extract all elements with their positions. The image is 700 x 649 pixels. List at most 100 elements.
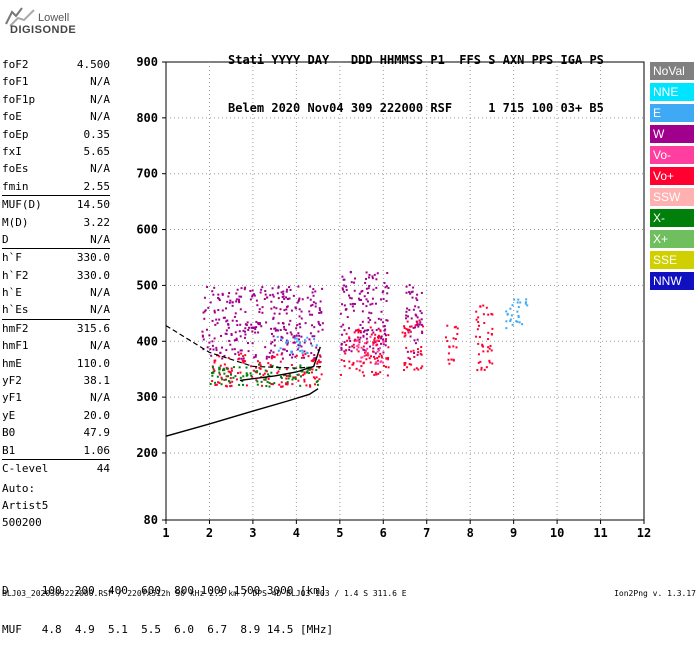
echo-point	[410, 363, 413, 366]
echo-point	[280, 375, 283, 378]
echo-point	[263, 298, 266, 301]
echo-point	[367, 321, 370, 324]
echo-point	[273, 306, 276, 309]
echo-point	[415, 314, 418, 317]
echo-point	[209, 301, 212, 304]
header-value: 2020	[271, 101, 301, 115]
echo-point	[275, 328, 278, 331]
param-label: D	[2, 232, 9, 246]
echo-point	[285, 288, 288, 291]
echo-point	[268, 385, 271, 388]
param-value: 315.6	[76, 321, 110, 335]
echo-point	[320, 311, 323, 314]
echo-point	[318, 307, 321, 310]
param-row: foF2 4.500	[2, 56, 110, 73]
echo-point	[421, 325, 424, 328]
echo-point	[403, 362, 406, 365]
param-row: foEp 0.35	[2, 126, 110, 143]
echo-point	[360, 298, 363, 301]
header-value: 309	[350, 101, 373, 115]
echo-point	[225, 329, 228, 332]
echo-point	[346, 339, 349, 342]
echo-point	[358, 360, 361, 363]
echo-point	[378, 355, 381, 358]
echo-point	[289, 288, 292, 291]
echo-point	[375, 329, 378, 332]
echo-point	[210, 354, 213, 357]
header-label: HHMMSS	[379, 53, 424, 67]
echo-point	[524, 301, 527, 304]
echo-point	[408, 329, 411, 332]
echo-point	[276, 372, 279, 375]
echo-point	[211, 365, 214, 368]
echo-point	[235, 378, 238, 381]
echo-point	[283, 309, 286, 312]
echo-point	[245, 372, 248, 375]
echo-point	[447, 358, 450, 361]
echo-point	[264, 289, 267, 292]
echo-point	[286, 383, 289, 386]
echo-point	[289, 375, 292, 378]
header-label: DDD	[350, 53, 373, 67]
legend-item-noval: NoVal	[650, 62, 694, 80]
param-value: 1.06	[83, 443, 111, 457]
echo-point	[417, 306, 420, 309]
echo-point	[363, 374, 366, 377]
echo-point	[315, 369, 318, 372]
echo-point	[283, 348, 286, 351]
echo-point	[382, 290, 385, 293]
echo-point	[271, 364, 274, 367]
echo-point	[265, 385, 268, 388]
echo-point	[284, 329, 287, 332]
echo-point	[344, 352, 347, 355]
echo-point	[227, 370, 230, 373]
echo-point	[296, 324, 299, 327]
echo-point	[214, 323, 217, 326]
y-tick-label: 400	[136, 334, 158, 348]
echo-point	[249, 372, 252, 375]
echo-point	[306, 371, 309, 374]
echo-point	[299, 384, 302, 387]
echo-point	[359, 360, 362, 363]
header-value: 222000	[379, 101, 424, 115]
echo-point	[257, 323, 260, 326]
header-label: PS	[589, 53, 604, 67]
echo-point	[374, 321, 377, 324]
echo-point	[295, 334, 298, 337]
echo-point	[387, 287, 390, 290]
legend-item-e: E	[650, 104, 694, 122]
plot-frame	[165, 61, 645, 521]
echo-point	[227, 323, 230, 326]
scaled-parameters-panel: foF2 4.500 foF1 N/A foF1p N/A foE N/A foEp 0.35 fx…	[2, 56, 110, 477]
echo-point	[369, 335, 372, 338]
echo-point	[412, 286, 415, 289]
echo-point	[319, 300, 322, 303]
echo-point	[319, 355, 322, 358]
echo-point	[385, 285, 388, 288]
echo-point	[249, 298, 252, 301]
y-tick-label: 800	[136, 111, 158, 125]
echo-point	[379, 342, 382, 345]
echo-point	[382, 321, 385, 324]
echo-point	[272, 351, 275, 354]
echo-point	[516, 310, 519, 313]
echo-point	[515, 320, 518, 323]
echo-point	[403, 325, 406, 328]
echo-point	[348, 367, 351, 370]
echo-point	[417, 325, 420, 328]
echo-point	[379, 361, 382, 364]
echo-point	[297, 299, 300, 302]
echo-point	[229, 381, 232, 384]
echo-point	[406, 366, 409, 369]
echo-point	[408, 291, 411, 294]
param-value: 110.0	[76, 356, 110, 370]
echo-point	[225, 320, 228, 323]
echo-point	[403, 326, 406, 329]
echo-point	[270, 307, 273, 310]
echo-point	[366, 347, 369, 350]
echo-point	[255, 366, 258, 369]
echo-point	[359, 336, 362, 339]
header-label: PPS	[531, 53, 554, 67]
echo-point	[273, 327, 276, 330]
echo-point	[212, 348, 215, 351]
